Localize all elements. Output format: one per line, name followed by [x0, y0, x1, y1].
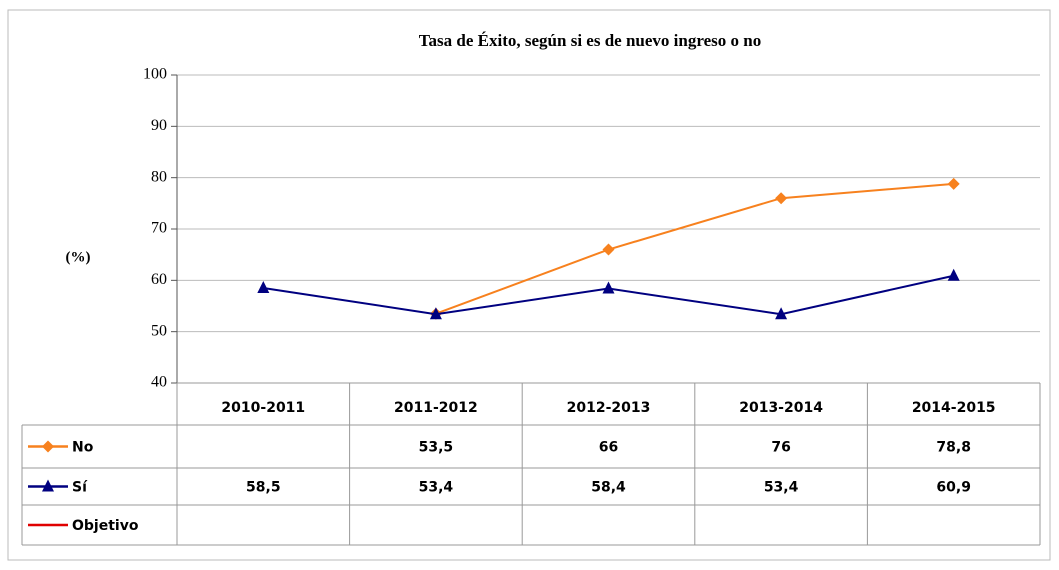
y-tick-label: 80 — [151, 168, 167, 185]
marker — [775, 307, 788, 320]
legend-marker — [42, 440, 54, 453]
table-value: 58,5 — [246, 480, 281, 496]
y-tick-label: 60 — [151, 271, 167, 288]
legend-marker — [42, 479, 54, 492]
chart-title: Tasa de Éxito, según si es de nuevo ingr… — [419, 31, 761, 50]
table-value: 53,4 — [419, 480, 454, 496]
y-tick-label: 50 — [151, 322, 167, 339]
table-value: 53,5 — [419, 440, 454, 456]
table-value: 66 — [599, 440, 618, 456]
table-value: 78,8 — [936, 440, 971, 456]
table-value: 60,9 — [936, 480, 971, 496]
y-axis-label: (%) — [66, 249, 91, 265]
marker — [775, 192, 788, 205]
x-tick-label: 2014-2015 — [912, 400, 996, 416]
x-tick-label: 2011-2012 — [394, 400, 478, 416]
table-value: 76 — [771, 440, 790, 456]
marker — [429, 307, 442, 320]
y-tick-label: 90 — [151, 117, 167, 134]
x-tick-label: 2012-2013 — [567, 400, 651, 416]
marker — [602, 281, 615, 294]
x-tick-label: 2013-2014 — [739, 400, 823, 416]
series-line — [435, 182, 954, 315]
legend-label: Objetivo — [72, 518, 139, 534]
table-value: 53,4 — [764, 480, 799, 496]
y-tick-label: 70 — [151, 220, 167, 237]
marker — [257, 281, 270, 294]
y-tick-label: 100 — [143, 66, 167, 83]
marker — [602, 243, 615, 256]
x-tick-label: 2010-2011 — [221, 400, 305, 416]
marker — [947, 177, 960, 190]
legend-label: Sí — [72, 480, 88, 496]
legend-label: No — [72, 440, 94, 456]
marker — [947, 268, 960, 281]
y-tick-label: 40 — [151, 374, 167, 391]
table-value: 58,4 — [591, 480, 626, 496]
